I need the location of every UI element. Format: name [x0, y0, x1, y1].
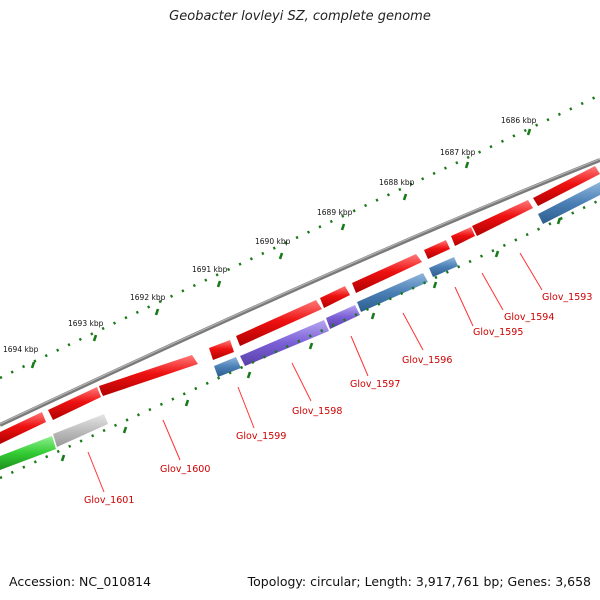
tick-labels: 1686 kbp 1687 kbp 1688 kbp 1689 kbp 1690…: [3, 116, 537, 354]
forward-strand-features: [0, 166, 600, 444]
feature-gene[interactable]: [538, 182, 600, 224]
tick-label: 1694 kbp: [3, 345, 39, 354]
feature-pseudo[interactable]: [53, 414, 108, 447]
gene-label[interactable]: Glov_1593: [542, 292, 592, 303]
gene-label[interactable]: Glov_1598: [292, 406, 342, 417]
reverse-strand-features: [0, 182, 600, 470]
feature-cds[interactable]: [209, 340, 234, 360]
feature-gene[interactable]: [357, 273, 428, 312]
feature-cds[interactable]: [451, 227, 475, 246]
feature-misc[interactable]: [0, 436, 56, 470]
gene-label[interactable]: Glov_1595: [473, 327, 523, 338]
genome-summary-text: Topology: circular; Length: 3,917,761 bp…: [247, 574, 591, 589]
feature-rna[interactable]: [240, 320, 329, 366]
genome-backbone: [0, 158, 600, 427]
gene-label[interactable]: Glov_1597: [350, 379, 400, 390]
tick-ring-outer-major: [30, 128, 532, 369]
tick-label: 1688 kbp: [379, 178, 415, 187]
feature-cds[interactable]: [48, 387, 101, 420]
feature-cds[interactable]: [236, 300, 322, 346]
tick-label: 1689 kbp: [317, 208, 353, 217]
feature-cds[interactable]: [352, 254, 422, 293]
accession-text: Accession: NC_010814: [9, 574, 152, 589]
tick-label: 1693 kbp: [68, 319, 104, 328]
gene-label-leaders: [87, 252, 543, 493]
map-title: Geobacter lovleyi SZ, complete genome: [169, 9, 431, 24]
feature-cds[interactable]: [99, 355, 198, 396]
gene-label[interactable]: Glov_1601: [84, 495, 134, 506]
feature-cds[interactable]: [472, 200, 533, 236]
gene-label[interactable]: Glov_1600: [160, 464, 210, 475]
tick-label: 1690 kbp: [255, 237, 291, 246]
gene-label[interactable]: Glov_1599: [236, 431, 286, 442]
tick-ring-inner-major: [60, 217, 562, 462]
tick-label: 1687 kbp: [440, 148, 476, 157]
tick-label: 1691 kbp: [192, 265, 228, 274]
feature-cds[interactable]: [533, 166, 600, 206]
gene-label[interactable]: Glov_1596: [402, 355, 452, 366]
gene-labels: Glov_1593 Glov_1594 Glov_1595 Glov_1596 …: [84, 292, 592, 506]
feature-cds[interactable]: [0, 412, 46, 444]
feature-rna[interactable]: [326, 305, 360, 329]
feature-gene[interactable]: [214, 357, 241, 377]
feature-cds[interactable]: [320, 286, 350, 308]
feature-gene[interactable]: [429, 257, 458, 277]
tick-label: 1692 kbp: [130, 293, 166, 302]
tick-label: 1686 kbp: [501, 116, 537, 125]
gene-label[interactable]: Glov_1594: [504, 312, 554, 323]
feature-cds[interactable]: [424, 240, 450, 259]
